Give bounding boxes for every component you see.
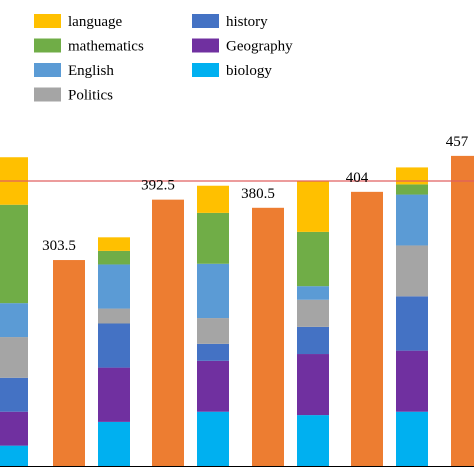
stack-segment-biology (297, 415, 329, 466)
total-bar (451, 155, 474, 466)
legend-label: Politics (68, 88, 113, 104)
total-bar (252, 207, 284, 466)
legend-swatch (192, 63, 219, 77)
total-labels-layer: 303.5 392.5 380.5 404 457 (42, 134, 469, 254)
bars-layer (0, 155, 474, 467)
legend-entry: English (34, 63, 114, 79)
stack-segment-english (396, 194, 428, 246)
total-label: 404 (346, 170, 369, 186)
stack-segment-language (98, 237, 130, 251)
stack-segment-biology (396, 411, 428, 466)
stack-segment-biology (0, 445, 28, 466)
legend-entry: biology (192, 63, 272, 79)
legend-entry: Geography (192, 38, 293, 55)
legend-label: Geography (226, 39, 293, 55)
total-label: 457 (446, 134, 469, 150)
stack-segment-politics (98, 308, 130, 324)
legend-entry: language (34, 14, 122, 30)
stack-segment-politics (0, 337, 28, 378)
stack-segment-history (197, 343, 229, 361)
stack-segment-mathematics (297, 231, 329, 287)
legend-swatch (34, 38, 61, 53)
total-label: 380.5 (241, 186, 275, 202)
legend-label: mathematics (68, 39, 144, 55)
stack-segment-history (297, 326, 329, 355)
total-label: 392.5 (141, 178, 175, 194)
stack-segment-english (297, 286, 329, 300)
total-bar (152, 199, 184, 466)
stack-segment-geography (0, 411, 28, 446)
legend-entry: mathematics (34, 38, 144, 55)
stack-segment-language (396, 167, 428, 185)
legend-swatch (192, 38, 219, 53)
legend: language mathematics English Politics histor… (34, 14, 293, 104)
legend-swatch (34, 14, 61, 28)
stack-segment-mathematics (98, 250, 130, 265)
legend-entry: history (192, 14, 268, 30)
legend-label: history (226, 14, 268, 30)
stack-segment-biology (197, 411, 229, 466)
legend-label: language (68, 14, 122, 30)
stack-segment-geography (98, 367, 130, 422)
stack-segment-english (0, 303, 28, 338)
legend-entry: Politics (34, 87, 113, 104)
legend-swatch (192, 14, 219, 28)
stack-segment-politics (297, 299, 329, 327)
stack-segment-english (98, 264, 130, 309)
legend-swatch (34, 87, 61, 102)
stack-segment-geography (396, 350, 428, 412)
stack-segment-history (396, 296, 428, 351)
stack-segment-history (98, 323, 130, 368)
legend-label: English (68, 63, 114, 79)
stack-segment-geography (197, 360, 229, 412)
stack-segment-history (0, 377, 28, 412)
stack-segment-politics (197, 318, 229, 344)
legend-label: biology (226, 63, 272, 79)
stack-segment-mathematics (396, 184, 428, 195)
total-label: 303.5 (42, 238, 76, 254)
legend-swatch (34, 63, 61, 77)
total-bar (53, 260, 85, 466)
stack-segment-mathematics (197, 212, 229, 264)
stack-segment-geography (297, 354, 329, 416)
stack-segment-politics (396, 245, 428, 297)
total-bar (351, 191, 383, 467)
stack-segment-english (197, 263, 229, 319)
stack-segment-biology (98, 421, 130, 466)
stack-segment-language (297, 180, 329, 232)
stack-segment-language (197, 185, 229, 213)
stack-segment-mathematics (0, 204, 28, 304)
